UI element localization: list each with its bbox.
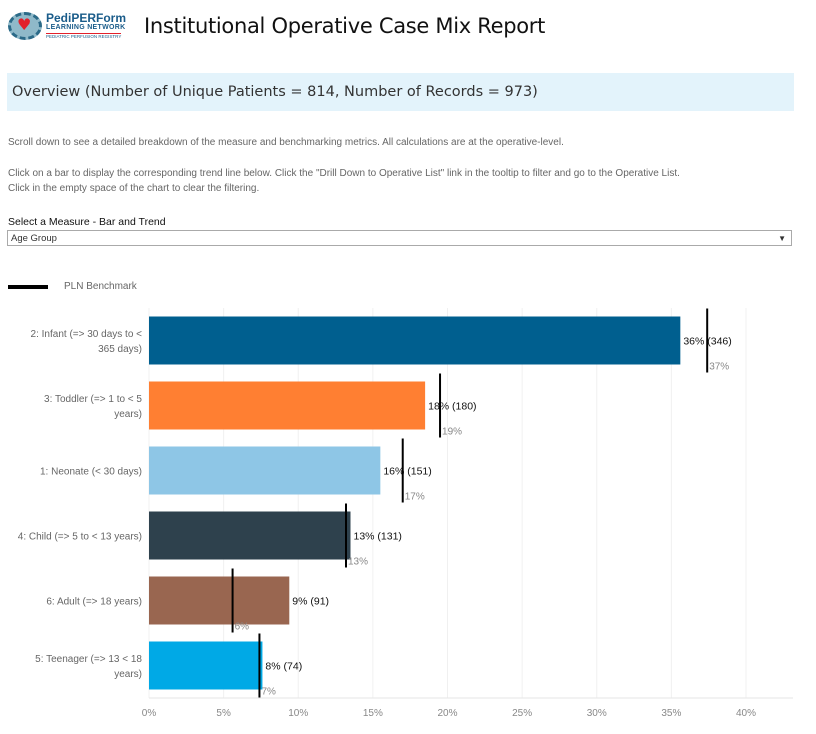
x-tick-label: 5% (216, 708, 231, 719)
gear-icon (8, 12, 42, 40)
category-label: 4: Child (=> 5 to < 13 years) (18, 532, 142, 543)
x-tick-label: 35% (661, 708, 681, 719)
benchmark-label: 19% (442, 427, 462, 438)
heart-icon: ♥ (17, 15, 32, 34)
x-tick-label: 15% (363, 708, 383, 719)
overview-banner: Overview (Number of Unique Patients = 81… (7, 73, 794, 111)
category-label: 365 days) (98, 344, 142, 355)
page-title: Institutional Operative Case Mix Report (144, 14, 546, 38)
bar-value-label: 36% (346) (683, 336, 731, 348)
x-tick-label: 20% (437, 708, 457, 719)
instruction-text: Scroll down to see a detailed breakdown … (8, 137, 564, 148)
bar[interactable] (149, 446, 381, 495)
category-label: 2: Infant (=> 30 days to < (31, 329, 143, 340)
bar[interactable] (149, 641, 263, 690)
benchmark-label: 17% (405, 492, 425, 503)
bar-value-label: 13% (131) (353, 531, 401, 543)
benchmark-legend-label: PLN Benchmark (64, 281, 137, 292)
category-label: years) (114, 409, 142, 420)
bar[interactable] (149, 316, 681, 365)
logo-text: PediPERForm (46, 11, 127, 25)
bar-value-label: 18% (180) (428, 401, 476, 413)
logo-subtext: LEARNING NETWORK (46, 24, 126, 31)
benchmark-label: 37% (709, 362, 729, 373)
x-tick-label: 25% (512, 708, 532, 719)
category-label: 5: Teenager (=> 13 < 18 (35, 654, 142, 665)
measure-select-label: Select a Measure - Bar and Trend (8, 216, 166, 228)
x-tick-label: 10% (288, 708, 308, 719)
logo-tagline: PEDIATRIC PERFUSION REGISTRY (46, 33, 122, 39)
instruction-text: Click in the empty space of the chart to… (8, 183, 260, 194)
instruction-text: Click on a bar to display the correspond… (8, 168, 680, 179)
bar[interactable] (149, 381, 426, 430)
category-label: years) (114, 669, 142, 680)
overview-text: Overview (Number of Unique Patients = 81… (12, 84, 538, 100)
x-tick-label: 0% (142, 708, 157, 719)
bar-value-label: 8% (74) (265, 661, 302, 673)
header: ♥ PediPERForm LEARNING NETWORK PEDIATRIC… (8, 10, 545, 42)
chevron-down-icon: ▼ (778, 233, 786, 243)
x-tick-label: 40% (736, 708, 756, 719)
benchmark-label: 13% (348, 557, 368, 568)
benchmark-legend-swatch (8, 284, 48, 289)
bar-value-label: 9% (91) (292, 596, 329, 608)
legend: PLN Benchmark (8, 281, 137, 292)
category-label: 1: Neonate (< 30 days) (40, 467, 142, 478)
bar[interactable] (149, 511, 351, 560)
pediperform-logo: ♥ PediPERForm LEARNING NETWORK PEDIATRIC… (8, 11, 138, 41)
x-tick-label: 30% (587, 708, 607, 719)
category-label: 6: Adult (=> 18 years) (46, 597, 142, 608)
category-label: 3: Toddler (=> 1 to < 5 (44, 394, 142, 405)
measure-select-value: Age Group (11, 232, 57, 244)
bar-value-label: 16% (151) (383, 466, 431, 478)
measure-select[interactable]: Age Group ▼ (7, 230, 792, 246)
benchmark-label: 7% (261, 687, 276, 698)
bar[interactable] (149, 576, 290, 625)
